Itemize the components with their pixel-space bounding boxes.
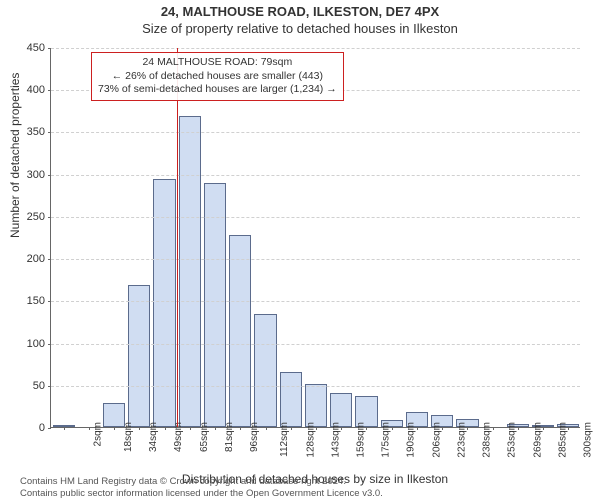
- x-tick-label: 34sqm: [148, 422, 159, 452]
- x-tick-label: 253sqm: [507, 422, 518, 458]
- histogram-bar: [179, 116, 201, 427]
- y-tick-label: 450: [13, 42, 45, 54]
- x-tick-label: 223sqm: [457, 422, 468, 458]
- footer-line: Contains public sector information licen…: [20, 488, 383, 500]
- x-tick-label: 112sqm: [279, 422, 290, 457]
- x-tick-label: 2sqm: [92, 422, 103, 446]
- histogram-bar: [280, 372, 302, 427]
- histogram-chart: 050100150200250300350400450 2sqm18sqm34s…: [50, 48, 580, 428]
- page-subtitle: Size of property relative to detached ho…: [0, 21, 600, 36]
- x-tick-label: 128sqm: [305, 422, 316, 458]
- x-tick-label: 300sqm: [583, 422, 594, 458]
- annotation-line: ← 26% of detached houses are smaller (44…: [98, 70, 337, 84]
- x-tick-label: 175sqm: [381, 422, 392, 458]
- annotation-line: 24 MALTHOUSE ROAD: 79sqm: [98, 56, 337, 70]
- histogram-bar: [204, 183, 226, 427]
- histogram-bar: [229, 235, 251, 427]
- annotation-line: 73% of semi-detached houses are larger (…: [98, 83, 337, 97]
- histogram-bar: [128, 285, 150, 427]
- y-tick-label: 50: [13, 380, 45, 392]
- x-tick-label: 96sqm: [249, 422, 260, 452]
- footer-line: Contains HM Land Registry data © Crown c…: [20, 476, 383, 488]
- x-tick-label: 190sqm: [406, 422, 417, 458]
- footer-attribution: Contains HM Land Registry data © Crown c…: [20, 476, 383, 500]
- x-tick-label: 143sqm: [330, 422, 341, 458]
- x-tick-label: 269sqm: [532, 422, 543, 458]
- y-axis-label: Number of detached properties: [8, 73, 22, 238]
- y-tick-label: 0: [13, 422, 45, 434]
- x-tick-label: 65sqm: [199, 422, 210, 452]
- reference-line: [177, 48, 178, 427]
- x-tick-label: 159sqm: [356, 422, 367, 458]
- y-tick-label: 150: [13, 295, 45, 307]
- x-tick-label: 18sqm: [123, 422, 134, 452]
- histogram-bar: [254, 314, 276, 427]
- y-tick-label: 100: [13, 338, 45, 350]
- x-tick-label: 206sqm: [431, 422, 442, 458]
- x-tick-label: 238sqm: [482, 422, 493, 458]
- x-tick-label: 49sqm: [173, 422, 184, 452]
- x-tick-label: 285sqm: [557, 422, 568, 458]
- x-tick-label: 81sqm: [224, 422, 235, 452]
- plot-area: 050100150200250300350400450 2sqm18sqm34s…: [50, 48, 580, 428]
- histogram-bar: [103, 403, 125, 427]
- annotation-box: 24 MALTHOUSE ROAD: 79sqm← 26% of detache…: [91, 52, 344, 101]
- page-title: 24, MALTHOUSE ROAD, ILKESTON, DE7 4PX: [0, 4, 600, 19]
- y-tick-label: 200: [13, 253, 45, 265]
- bars-container: [51, 47, 581, 427]
- histogram-bar: [305, 384, 327, 427]
